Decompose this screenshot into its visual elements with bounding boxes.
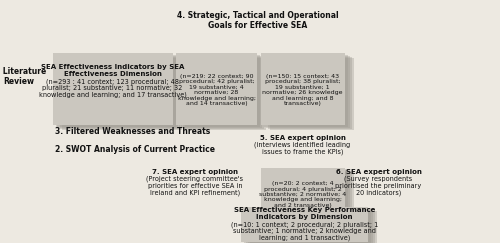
Text: (n=293 : 41 context; 123 procedural; 48
pluralist; 21 substantive; 11 normative;: (n=293 : 41 context; 123 procedural; 48 … xyxy=(38,78,186,98)
FancyBboxPatch shape xyxy=(264,55,347,127)
FancyBboxPatch shape xyxy=(179,55,260,127)
FancyBboxPatch shape xyxy=(58,56,178,128)
FancyBboxPatch shape xyxy=(183,57,264,129)
Text: (n=20: 2 context; 4
procedural; 4 pluralist; 2
substantive; 2 normative; 4
knowl: (n=20: 2 context; 4 procedural; 4 plural… xyxy=(259,181,346,208)
FancyBboxPatch shape xyxy=(260,168,344,220)
FancyBboxPatch shape xyxy=(250,211,377,243)
FancyBboxPatch shape xyxy=(52,53,172,125)
Text: (n=150: 15 context; 43
procedural; 38 pluralist;
19 substantive; 1
normative; 26: (n=150: 15 context; 43 procedural; 38 pl… xyxy=(262,74,343,106)
Text: SEA Effectiveness Key Performance
Indicators by Dimension: SEA Effectiveness Key Performance Indica… xyxy=(234,207,375,220)
FancyBboxPatch shape xyxy=(181,56,262,128)
FancyBboxPatch shape xyxy=(60,57,180,129)
FancyBboxPatch shape xyxy=(248,210,375,243)
FancyBboxPatch shape xyxy=(246,209,373,243)
FancyBboxPatch shape xyxy=(176,53,257,125)
Text: 5. SEA expert opinion: 5. SEA expert opinion xyxy=(260,135,346,141)
FancyBboxPatch shape xyxy=(268,171,351,223)
FancyBboxPatch shape xyxy=(260,53,344,125)
Text: (interviews identified leading
issues to frame the KPIs): (interviews identified leading issues to… xyxy=(254,142,350,155)
Text: (n=219: 22 context; 90
procedural; 42 pluralist;
19 substantive; 4
normative; 28: (n=219: 22 context; 90 procedural; 42 pl… xyxy=(178,74,256,106)
Text: (Project steering committee's
priorities for effective SEA in
Ireland and KPI re: (Project steering committee's priorities… xyxy=(146,176,244,196)
FancyBboxPatch shape xyxy=(270,172,353,224)
Text: 3. Filtered Weaknesses and Threats: 3. Filtered Weaknesses and Threats xyxy=(55,127,210,136)
FancyBboxPatch shape xyxy=(268,57,351,129)
FancyBboxPatch shape xyxy=(56,55,176,127)
FancyBboxPatch shape xyxy=(62,58,182,130)
Text: 4. Strategic, Tactical and Operational
Goals for Effective SEA: 4. Strategic, Tactical and Operational G… xyxy=(176,11,338,30)
FancyBboxPatch shape xyxy=(240,207,368,242)
Text: (n=10: 1 context; 2 procedural; 2 pluralist; 1
substantive; 1 normative; 2 knowl: (n=10: 1 context; 2 procedural; 2 plural… xyxy=(230,221,378,241)
Text: 6. SEA expert opinion: 6. SEA expert opinion xyxy=(336,169,422,175)
FancyBboxPatch shape xyxy=(266,170,349,222)
FancyBboxPatch shape xyxy=(266,56,349,128)
Text: SEA Effectiveness Indicators by SEA
Effectiveness Dimension: SEA Effectiveness Indicators by SEA Effe… xyxy=(41,64,184,77)
Text: 2. SWOT Analysis of Current Practice: 2. SWOT Analysis of Current Practice xyxy=(55,145,215,155)
Text: 7. SEA expert opinion: 7. SEA expert opinion xyxy=(152,169,238,175)
FancyBboxPatch shape xyxy=(244,208,371,243)
Text: 1. Literature
Review: 1. Literature Review xyxy=(0,67,46,86)
FancyBboxPatch shape xyxy=(185,58,266,130)
FancyBboxPatch shape xyxy=(264,169,347,221)
Text: (Survey respondents
prioritised the preliminary
20 indicators): (Survey respondents prioritised the prel… xyxy=(336,176,422,196)
FancyBboxPatch shape xyxy=(270,58,353,130)
